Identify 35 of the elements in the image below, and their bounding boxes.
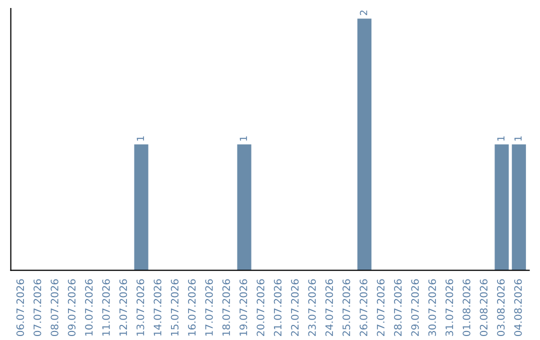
x-tick-label: 04.08.2026: [514, 279, 522, 336]
x-tick-label: 18.07.2026: [222, 279, 230, 336]
x-tick-label: 29.07.2026: [411, 279, 419, 336]
x-tick-label: 08.07.2026: [50, 279, 58, 336]
x-tick-label: 28.07.2026: [394, 279, 402, 336]
x-tick-label: 13.07.2026: [136, 279, 144, 336]
x-tick-label: 21.07.2026: [274, 279, 282, 336]
x-tick-label: 20.07.2026: [256, 279, 264, 336]
x-tick-label: 01.08.2026: [462, 279, 470, 336]
x-tick-label: 09.07.2026: [68, 279, 76, 336]
x-tick-label: 02.08.2026: [480, 279, 488, 336]
data-label: 1: [136, 136, 144, 141]
data-label: 2: [360, 10, 368, 16]
x-tick-label: 30.07.2026: [428, 279, 436, 336]
data-label: 1: [514, 136, 522, 141]
x-tick-label: 12.07.2026: [119, 279, 128, 336]
x-tick-label: 03.08.2026: [497, 279, 505, 336]
x-tick-label: 06.07.2026: [16, 279, 24, 336]
x-tick-label: 22.07.2026: [291, 279, 299, 336]
x-tick-label: 24.07.2026: [325, 279, 334, 336]
x-tick-label: 26.07.2026: [360, 279, 368, 336]
x-tick-label: 19.07.2026: [240, 279, 248, 336]
x-tick-label: 16.07.2026: [188, 279, 196, 336]
x-tick-label: 27.07.2026: [376, 279, 385, 336]
x-tick-label: 23.07.2026: [308, 279, 316, 336]
data-label: 1: [497, 136, 504, 141]
x-tick-label: 25.07.2026: [342, 279, 350, 336]
data-label: 1: [240, 136, 247, 141]
x-tick-label: 31.07.2026: [446, 279, 454, 336]
x-tick-label: 10.07.2026: [85, 279, 93, 336]
x-tick-label: 14.07.2026: [154, 279, 162, 336]
x-tick-label: 15.07.2026: [170, 279, 179, 336]
x-tick-label: 17.07.2026: [205, 279, 213, 336]
x-tick-label: 07.07.2026: [34, 279, 42, 336]
x-tick-label: 11.07.2026: [102, 279, 110, 336]
